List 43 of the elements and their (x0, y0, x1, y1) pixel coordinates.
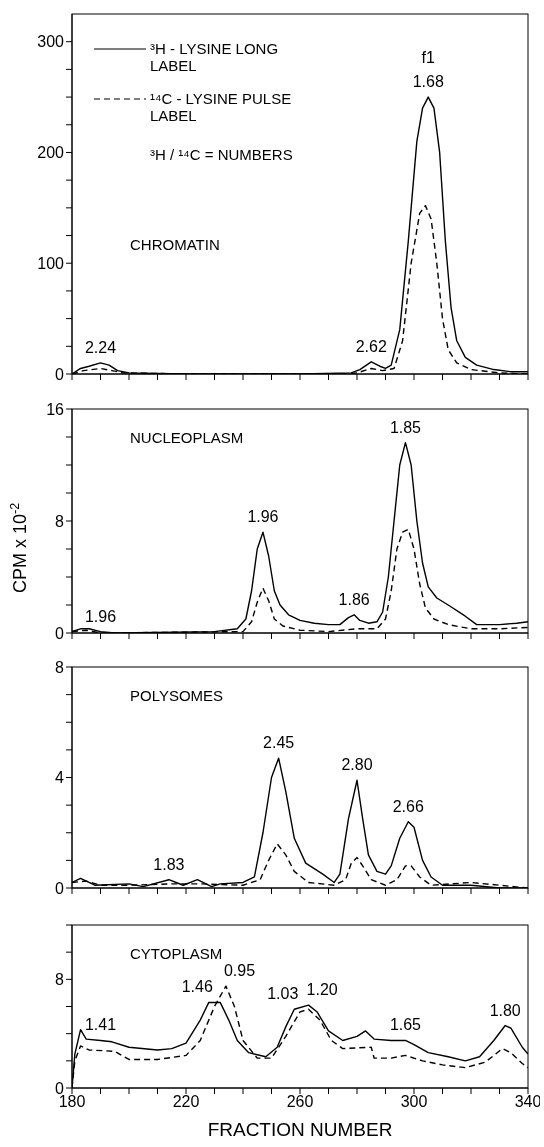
y-tick-label: 8 (55, 971, 65, 989)
annotation: 2.66 (392, 797, 424, 815)
annotation: 2.80 (341, 756, 373, 774)
text: CYTOPLASM (130, 944, 223, 962)
annotation: 1.85 (389, 418, 422, 436)
annotation: 1.20 (306, 981, 338, 999)
annotation: 1.65 (389, 1016, 422, 1034)
text: POLYSOMES (130, 686, 224, 704)
annotation: 1.96 (247, 508, 279, 526)
annotation: 2.45 (263, 734, 295, 752)
y-tick-label: 200 (37, 144, 65, 162)
text: CHROMATIN (130, 235, 220, 253)
annotation: 1.03 (267, 985, 299, 1003)
x-tick-label: 180 (58, 1093, 86, 1111)
annotation: 0.95 (223, 962, 256, 980)
x-axis-title: FRACTION NUMBER (207, 1119, 393, 1140)
text: NUCLEOPLASM (130, 428, 244, 446)
annotation: 2.62 (355, 338, 387, 356)
y-tick-label: 100 (37, 254, 65, 272)
y-tick-label: 4 (55, 769, 65, 787)
annotation: f1 (421, 49, 436, 67)
y-tick-label: 16 (46, 400, 65, 418)
annotation: 1.83 (153, 855, 185, 873)
x-tick-label: 220 (172, 1093, 200, 1111)
annotation: 1.68 (412, 73, 444, 91)
annotation: ³H / ¹⁴C = NUMBERS (150, 146, 293, 163)
annotation: 1.80 (489, 1001, 521, 1019)
x-tick-label: 260 (286, 1093, 314, 1111)
annotation: 1.46 (181, 978, 213, 996)
x-tick-label: 300 (400, 1093, 428, 1111)
y-tick-label: 0 (55, 624, 65, 642)
y-tick-label: 8 (55, 658, 65, 676)
annotation: 2.24 (84, 339, 117, 357)
x-tick-label: 340 (514, 1093, 542, 1111)
y-tick-label: 300 (37, 33, 65, 51)
annotation: 1.96 (84, 607, 117, 625)
annotation: 1.41 (84, 1016, 117, 1034)
legend-label: ¹⁴C - LYSINE PULSE LABEL (150, 90, 292, 124)
y-tick-label: 0 (55, 365, 65, 383)
annotation: 1.86 (338, 591, 370, 609)
y-tick-label: 8 (55, 512, 65, 530)
legend-label: ³H - LYSINE LONG LABEL (150, 40, 279, 74)
y-tick-label: 0 (55, 879, 65, 897)
